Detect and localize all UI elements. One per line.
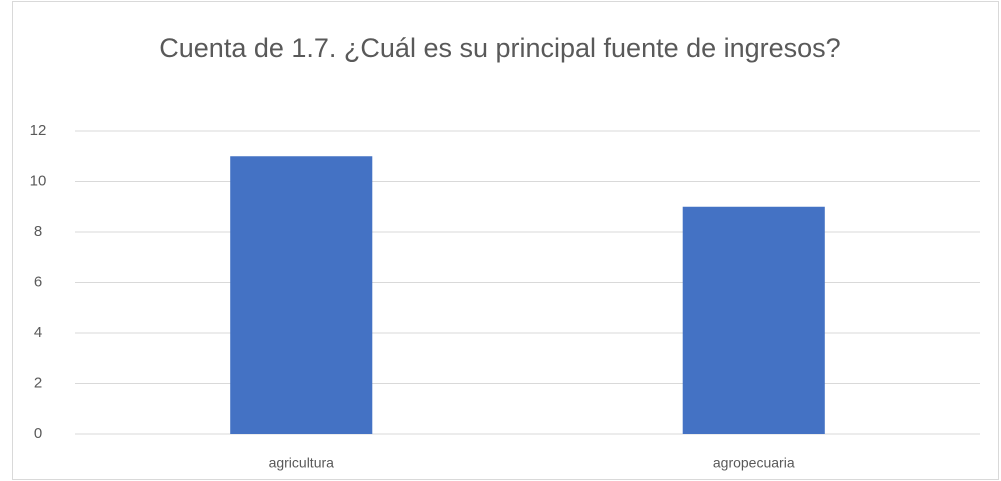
y-tick-label: 0 bbox=[34, 425, 42, 442]
bar bbox=[682, 206, 825, 434]
y-tick-label: 4 bbox=[34, 324, 42, 341]
x-tick-label: agropecuaria bbox=[713, 455, 795, 471]
bar bbox=[230, 156, 373, 434]
y-tick-label: 8 bbox=[34, 223, 42, 240]
x-tick-label: agricultura bbox=[269, 455, 335, 471]
y-tick-label: 12 bbox=[30, 122, 47, 139]
y-tick-label: 6 bbox=[34, 273, 42, 290]
y-tick-label: 2 bbox=[34, 374, 42, 391]
y-tick-label: 10 bbox=[30, 172, 47, 189]
chart-title: Cuenta de 1.7. ¿Cuál es su principal fue… bbox=[159, 33, 841, 63]
chart-frame bbox=[12, 1, 999, 480]
